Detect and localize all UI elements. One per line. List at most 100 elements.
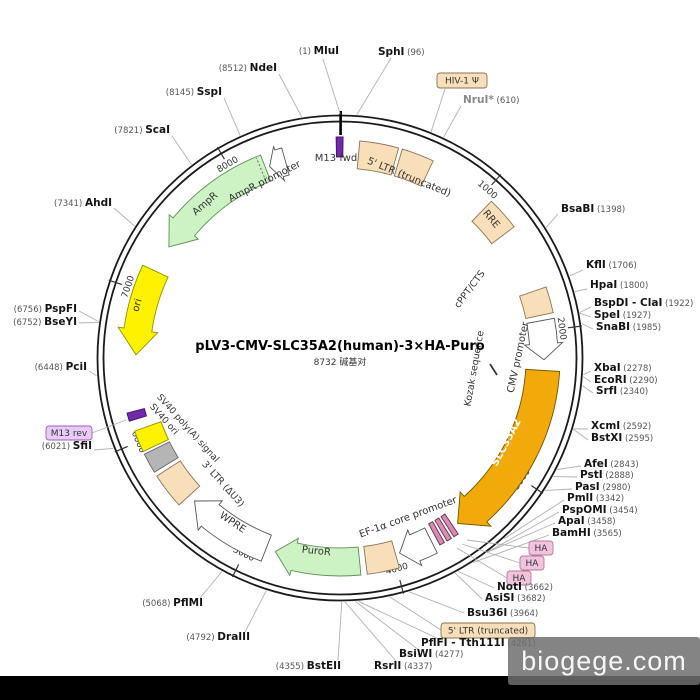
feature-ltr5b — [393, 148, 434, 187]
plasmid-name: pLV3-CMV-SLC35A2(human)-3×HA-Puro — [195, 339, 485, 354]
restriction-site-label: (5068) PflMI — [142, 597, 203, 609]
restriction-site-label: SrfI (2340) — [596, 385, 648, 397]
tick-mark — [399, 579, 405, 594]
feature-ltr3 — [156, 460, 201, 506]
restriction-site-label: PstI (2888) — [580, 469, 634, 481]
leader-line — [78, 310, 99, 322]
leader-line — [91, 419, 127, 434]
leader-line — [579, 312, 592, 318]
feature-ampr — [168, 154, 272, 248]
tick-mark — [231, 564, 240, 578]
feature-cmvp — [523, 317, 564, 361]
leader-line — [358, 600, 444, 642]
feature-sv40ori — [134, 421, 170, 453]
leader-line — [355, 601, 421, 652]
leader-line — [430, 88, 446, 133]
tick-mark — [531, 485, 544, 494]
feature-ha3 — [427, 520, 446, 546]
leader-line — [581, 322, 594, 330]
feature-cppt — [519, 286, 554, 320]
leader-line — [583, 376, 592, 383]
leader-line — [545, 213, 559, 228]
restriction-site-label: SphI (96) — [378, 46, 425, 58]
boxed-label-hiv_psi — [436, 72, 488, 89]
restriction-site-label: SpeI (1927) — [594, 309, 651, 321]
restriction-site-label: RsrII (4337) — [374, 660, 432, 672]
tick-mark — [216, 146, 225, 160]
restriction-site-label: PmlI (3342) — [567, 492, 624, 504]
feature-puro — [274, 537, 362, 577]
leader-line — [456, 547, 508, 579]
leader-line — [574, 288, 588, 293]
feature-label-m13_fwd: M13 fwd — [315, 153, 357, 164]
leader-line — [503, 499, 565, 540]
restriction-site-label: (1) MluI — [299, 45, 339, 57]
leader-line — [223, 97, 241, 136]
leader-line — [583, 370, 592, 376]
boxed-label-text-hiv_psi: HIV-1 Ψ — [445, 77, 479, 87]
feature-label-puror: PuroR — [301, 545, 331, 559]
leader-line — [556, 465, 582, 471]
leader-line — [278, 73, 303, 118]
leader-line — [454, 572, 483, 600]
restriction-site-label: BstXI (2595) — [591, 432, 653, 444]
restriction-site-label: (7821) ScaI — [114, 124, 170, 136]
restriction-site-label: XcmI (2592) — [591, 420, 651, 432]
boxed-label-text-ha: HA — [513, 574, 527, 584]
restriction-site-label: (4355) BstEII — [276, 660, 341, 672]
plasmid-size: 8732 碱基对 — [314, 356, 367, 368]
boxed-label-m13_rev — [45, 425, 93, 441]
restriction-site-label: (8512) NdeI — [219, 62, 277, 74]
leader-line — [466, 539, 530, 549]
ampr-junction-dash — [255, 157, 267, 182]
leader-line — [356, 57, 392, 115]
leader-line — [93, 447, 114, 451]
boxed-label-ltr5_bottom — [440, 622, 536, 639]
restriction-site-label: BspDI - ClaI (1922) — [594, 297, 693, 309]
boxed-label-ha — [528, 540, 554, 556]
feature-rre — [471, 200, 515, 245]
tick-mark — [567, 325, 582, 329]
leader-line — [569, 269, 584, 277]
position-tick-label: 2000 — [555, 317, 568, 341]
leader-line — [488, 522, 556, 553]
restriction-site-label: AsiSI (3682) — [485, 592, 545, 604]
restriction-site-label: KflI (1706) — [586, 259, 637, 271]
feature-sv40pa — [143, 441, 179, 473]
feature-ltr5a — [356, 140, 400, 176]
feature-ha1 — [440, 513, 459, 538]
feature-ltr5c — [363, 540, 400, 575]
feature-ha2 — [434, 517, 453, 542]
boxed-label-text-ha: HA — [535, 544, 549, 554]
restriction-site-label: BsaBI (1398) — [561, 203, 625, 215]
watermark: biogege.com — [521, 646, 687, 676]
feature-slc — [457, 368, 561, 527]
watermark-box — [508, 637, 700, 685]
leader-line — [88, 370, 97, 376]
leader-line — [488, 511, 560, 552]
leader-line — [199, 571, 223, 599]
restriction-site-label: (6448) PciI — [35, 361, 87, 373]
boxed-label-text-m13_rev: M13 rev — [51, 429, 88, 439]
leader-line — [344, 601, 397, 662]
restriction-site-label: ApaI (3458) — [558, 515, 616, 527]
restriction-site-label: (6021) SfiI — [42, 440, 92, 452]
leader-line — [472, 534, 550, 564]
restriction-site-label: BsiWI (4277) — [399, 648, 463, 660]
restriction-site-label: XbaI (2278) — [594, 362, 652, 374]
feature-ori — [117, 264, 169, 356]
restriction-site-label: BamHI (3565) — [552, 527, 622, 539]
kozak-tick — [489, 363, 498, 376]
restriction-site-label: NruI* (610) — [463, 94, 519, 106]
restriction-site-label: HpaI (1800) — [590, 279, 648, 291]
leader-line — [389, 596, 442, 631]
tick-mark — [108, 279, 123, 286]
restriction-site-label: PasI (2980) — [575, 481, 631, 493]
feature-label-cppt: cPPT/CTS — [452, 269, 487, 311]
restriction-site-label: SnaBI (1985) — [596, 321, 661, 333]
leader-line — [113, 207, 135, 227]
leader-line — [573, 428, 589, 441]
leader-line — [322, 58, 341, 115]
